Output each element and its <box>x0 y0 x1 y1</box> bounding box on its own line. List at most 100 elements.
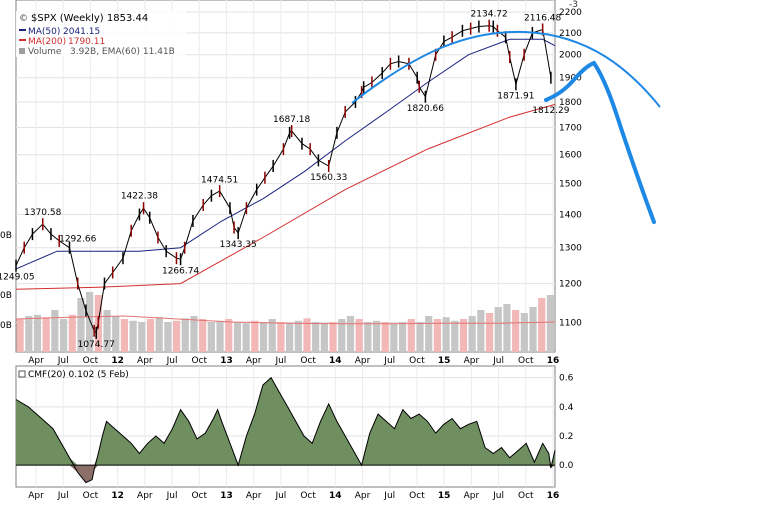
volume-bar <box>338 319 346 352</box>
volume-bar <box>442 317 450 352</box>
volume-bar <box>503 304 511 352</box>
volume-bar <box>312 322 320 352</box>
volume-axis-label: 0B <box>0 321 12 331</box>
ma200-legend-value: 1790.11 <box>68 37 105 47</box>
volume-bar <box>233 322 242 352</box>
volume-bar <box>242 323 250 352</box>
volume-bar <box>59 319 68 352</box>
volume-bar <box>25 316 33 352</box>
price-y-axis: 2200 2100 2000 1900 1800 1700 1600 1500 1400 1300… <box>0 8 582 331</box>
volume-bar <box>86 292 94 352</box>
volume-bar <box>433 319 441 352</box>
volume-bar <box>451 320 459 352</box>
price-x-tick-label: Jul <box>57 356 69 366</box>
volume-bar <box>129 320 137 352</box>
volume-legend-value: 3.92B, EMA(60) 11.41B <box>70 47 175 57</box>
cmf-y-tick-label: 0.6 <box>559 374 574 384</box>
volume-bar <box>146 319 155 352</box>
volume-bar <box>399 322 407 352</box>
volume-bar <box>172 320 181 352</box>
price-labels: 1370.58 1249.05 1292.66 1074.77 1422.38 1266.… <box>0 10 570 350</box>
ma50-polyline <box>15 38 556 270</box>
volume-bar <box>103 310 111 352</box>
price-x-tick-label: 12 <box>111 356 124 366</box>
price-value-label: 2134.72 <box>471 10 508 20</box>
volume-bar <box>529 307 537 352</box>
price-value-label: 1687.18 <box>273 115 310 125</box>
price-x-tick-label: Apr <box>355 356 371 366</box>
volume-bar <box>199 319 207 352</box>
price-y-tick-label: 1700 <box>559 124 582 134</box>
cmf-x-tick-label: Oct <box>409 491 425 501</box>
cmf-positive-area <box>16 377 555 466</box>
price-series <box>15 19 552 339</box>
price-x-tick-label: Oct <box>191 356 207 366</box>
ma200-line <box>15 103 556 290</box>
volume-bar <box>372 320 381 352</box>
cmf-x-tick-label: Oct <box>518 491 534 501</box>
handdrawn-projection <box>544 60 656 224</box>
ma200-polyline <box>15 103 556 290</box>
volume-bar <box>346 316 355 352</box>
ma50-line <box>15 38 556 270</box>
volume-bar <box>77 298 85 352</box>
cmf-x-tick-label: Jul <box>383 491 395 501</box>
volume-bar <box>181 318 189 352</box>
price-x-tick-label: 16 <box>547 356 560 366</box>
volume-bar <box>329 322 337 352</box>
volume-bar <box>546 295 554 352</box>
cmf-y-tick-label: 0.0 <box>559 461 574 471</box>
volume-bar <box>155 317 163 352</box>
price-panel <box>15 0 556 353</box>
volume-bar <box>538 298 546 352</box>
price-y-tick-label: 1200 <box>559 280 582 290</box>
price-x-tick-label: 15 <box>438 356 451 366</box>
volume-bar <box>494 307 502 352</box>
price-y-tick-label: 1600 <box>559 151 582 161</box>
volume-bar <box>407 319 415 352</box>
cmf-x-tick-label: Apr <box>355 491 371 501</box>
volume-bar <box>268 319 276 352</box>
volume-bar <box>16 319 24 352</box>
volume-bar <box>51 310 59 352</box>
price-x-tick-label: Apr <box>28 356 44 366</box>
volume-axis-label: 0B <box>0 291 12 301</box>
price-y-tick-label: 2100 <box>559 29 582 39</box>
legend-background <box>16 11 186 57</box>
volume-bar <box>225 319 233 352</box>
price-value-label: 1812.29 <box>532 106 569 116</box>
price-value-label: 1370.58 <box>24 208 61 218</box>
price-x-tick-label: Apr <box>137 356 153 366</box>
volume-bar <box>468 316 476 352</box>
price-value-label: 1422.38 <box>121 191 158 201</box>
corner-marker: -3 <box>569 0 578 10</box>
price-value-label: 1074.77 <box>78 340 115 350</box>
volume-bar <box>138 322 146 352</box>
price-x-axis: Apr Jul Oct 12 Apr Jul Oct 13 Apr Jul Oct 14 Apr Jul O… <box>28 356 559 366</box>
volume-bar <box>520 313 528 352</box>
symbol-badge: © <box>19 14 28 24</box>
volume-bar <box>459 319 468 352</box>
volume-bar <box>112 316 120 352</box>
price-x-tick-label: 14 <box>329 356 342 366</box>
cmf-line <box>15 376 556 484</box>
volume-bar <box>190 316 198 352</box>
cmf-x-tick-label: 15 <box>438 491 451 501</box>
cmf-x-tick-label: Apr <box>137 491 153 501</box>
volume-bar <box>416 322 424 352</box>
cmf-x-tick-label: Apr <box>246 491 262 501</box>
price-value-label: 1249.05 <box>0 273 35 283</box>
price-value-label: 1266.74 <box>162 266 199 276</box>
cmf-x-tick-label: Oct <box>83 491 99 501</box>
cmf-y-tick-label: 0.2 <box>559 432 573 442</box>
price-y-tick-label: 1900 <box>559 74 582 84</box>
volume-bar <box>364 322 372 352</box>
volume-bar <box>485 313 494 352</box>
volume-bar <box>390 323 398 352</box>
handdrawn-annotations <box>351 30 661 224</box>
price-x-tick-label: Apr <box>246 356 262 366</box>
volume-bar <box>425 316 433 352</box>
ma200-legend-name: MA(200) <box>28 37 66 47</box>
cmf-x-tick-label: Jul <box>492 491 504 501</box>
price-y-tick-label: 1300 <box>559 244 582 254</box>
